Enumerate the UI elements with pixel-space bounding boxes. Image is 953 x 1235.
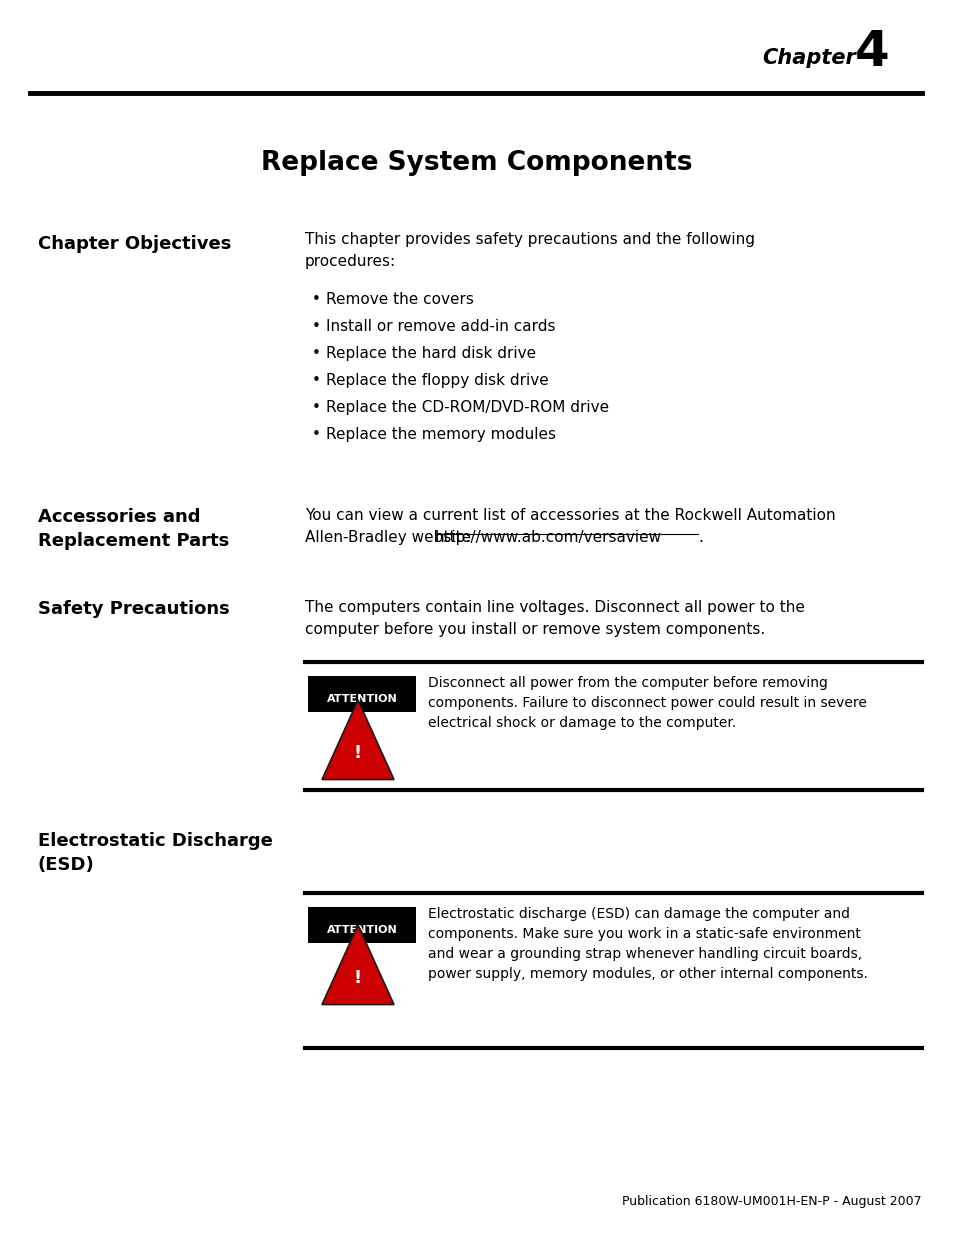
Text: Remove the covers: Remove the covers: [326, 291, 474, 308]
Text: http://www.ab.com/versaview: http://www.ab.com/versaview: [435, 530, 661, 545]
Bar: [308, 906, 416, 944]
Text: Replace the memory modules: Replace the memory modules: [326, 427, 556, 442]
Text: Replace the floppy disk drive: Replace the floppy disk drive: [326, 373, 548, 388]
Text: You can view a current list of accessories at the Rockwell Automation: You can view a current list of accessori…: [305, 508, 835, 522]
Polygon shape: [322, 700, 394, 779]
Text: .: .: [698, 530, 702, 545]
Text: Accessories and
Replacement Parts: Accessories and Replacement Parts: [38, 508, 229, 550]
Text: 4: 4: [854, 28, 889, 77]
Text: Disconnect all power from the computer before removing
components. Failure to di: Disconnect all power from the computer b…: [428, 676, 866, 730]
Text: •: •: [312, 319, 320, 333]
Text: •: •: [312, 373, 320, 388]
Text: Electrostatic discharge (ESD) can damage the computer and
components. Make sure : Electrostatic discharge (ESD) can damage…: [428, 906, 867, 981]
Text: •: •: [312, 427, 320, 442]
Polygon shape: [322, 925, 394, 1004]
Text: Install or remove add-in cards: Install or remove add-in cards: [326, 319, 555, 333]
Bar: [308, 676, 416, 713]
Text: Chapter: Chapter: [761, 48, 855, 68]
Text: !: !: [354, 968, 362, 987]
Text: Replace the CD-ROM/DVD-ROM drive: Replace the CD-ROM/DVD-ROM drive: [326, 400, 608, 415]
Text: ATTENTION: ATTENTION: [326, 925, 397, 935]
Text: •: •: [312, 346, 320, 361]
Text: •: •: [312, 400, 320, 415]
Text: •: •: [312, 291, 320, 308]
Text: Electrostatic Discharge
(ESD): Electrostatic Discharge (ESD): [38, 832, 273, 873]
Text: Replace the hard disk drive: Replace the hard disk drive: [326, 346, 536, 361]
Text: Publication 6180W-UM001H-EN-P - August 2007: Publication 6180W-UM001H-EN-P - August 2…: [621, 1195, 921, 1208]
Text: Allen-Bradley website: Allen-Bradley website: [305, 530, 476, 545]
Text: This chapter provides safety precautions and the following
procedures:: This chapter provides safety precautions…: [305, 232, 754, 269]
Text: Safety Precautions: Safety Precautions: [38, 600, 230, 618]
Text: !: !: [354, 743, 362, 762]
Text: ATTENTION: ATTENTION: [326, 694, 397, 704]
Text: Chapter Objectives: Chapter Objectives: [38, 235, 232, 253]
Text: The computers contain line voltages. Disconnect all power to the
computer before: The computers contain line voltages. Dis…: [305, 600, 804, 637]
Text: Replace System Components: Replace System Components: [261, 149, 692, 177]
